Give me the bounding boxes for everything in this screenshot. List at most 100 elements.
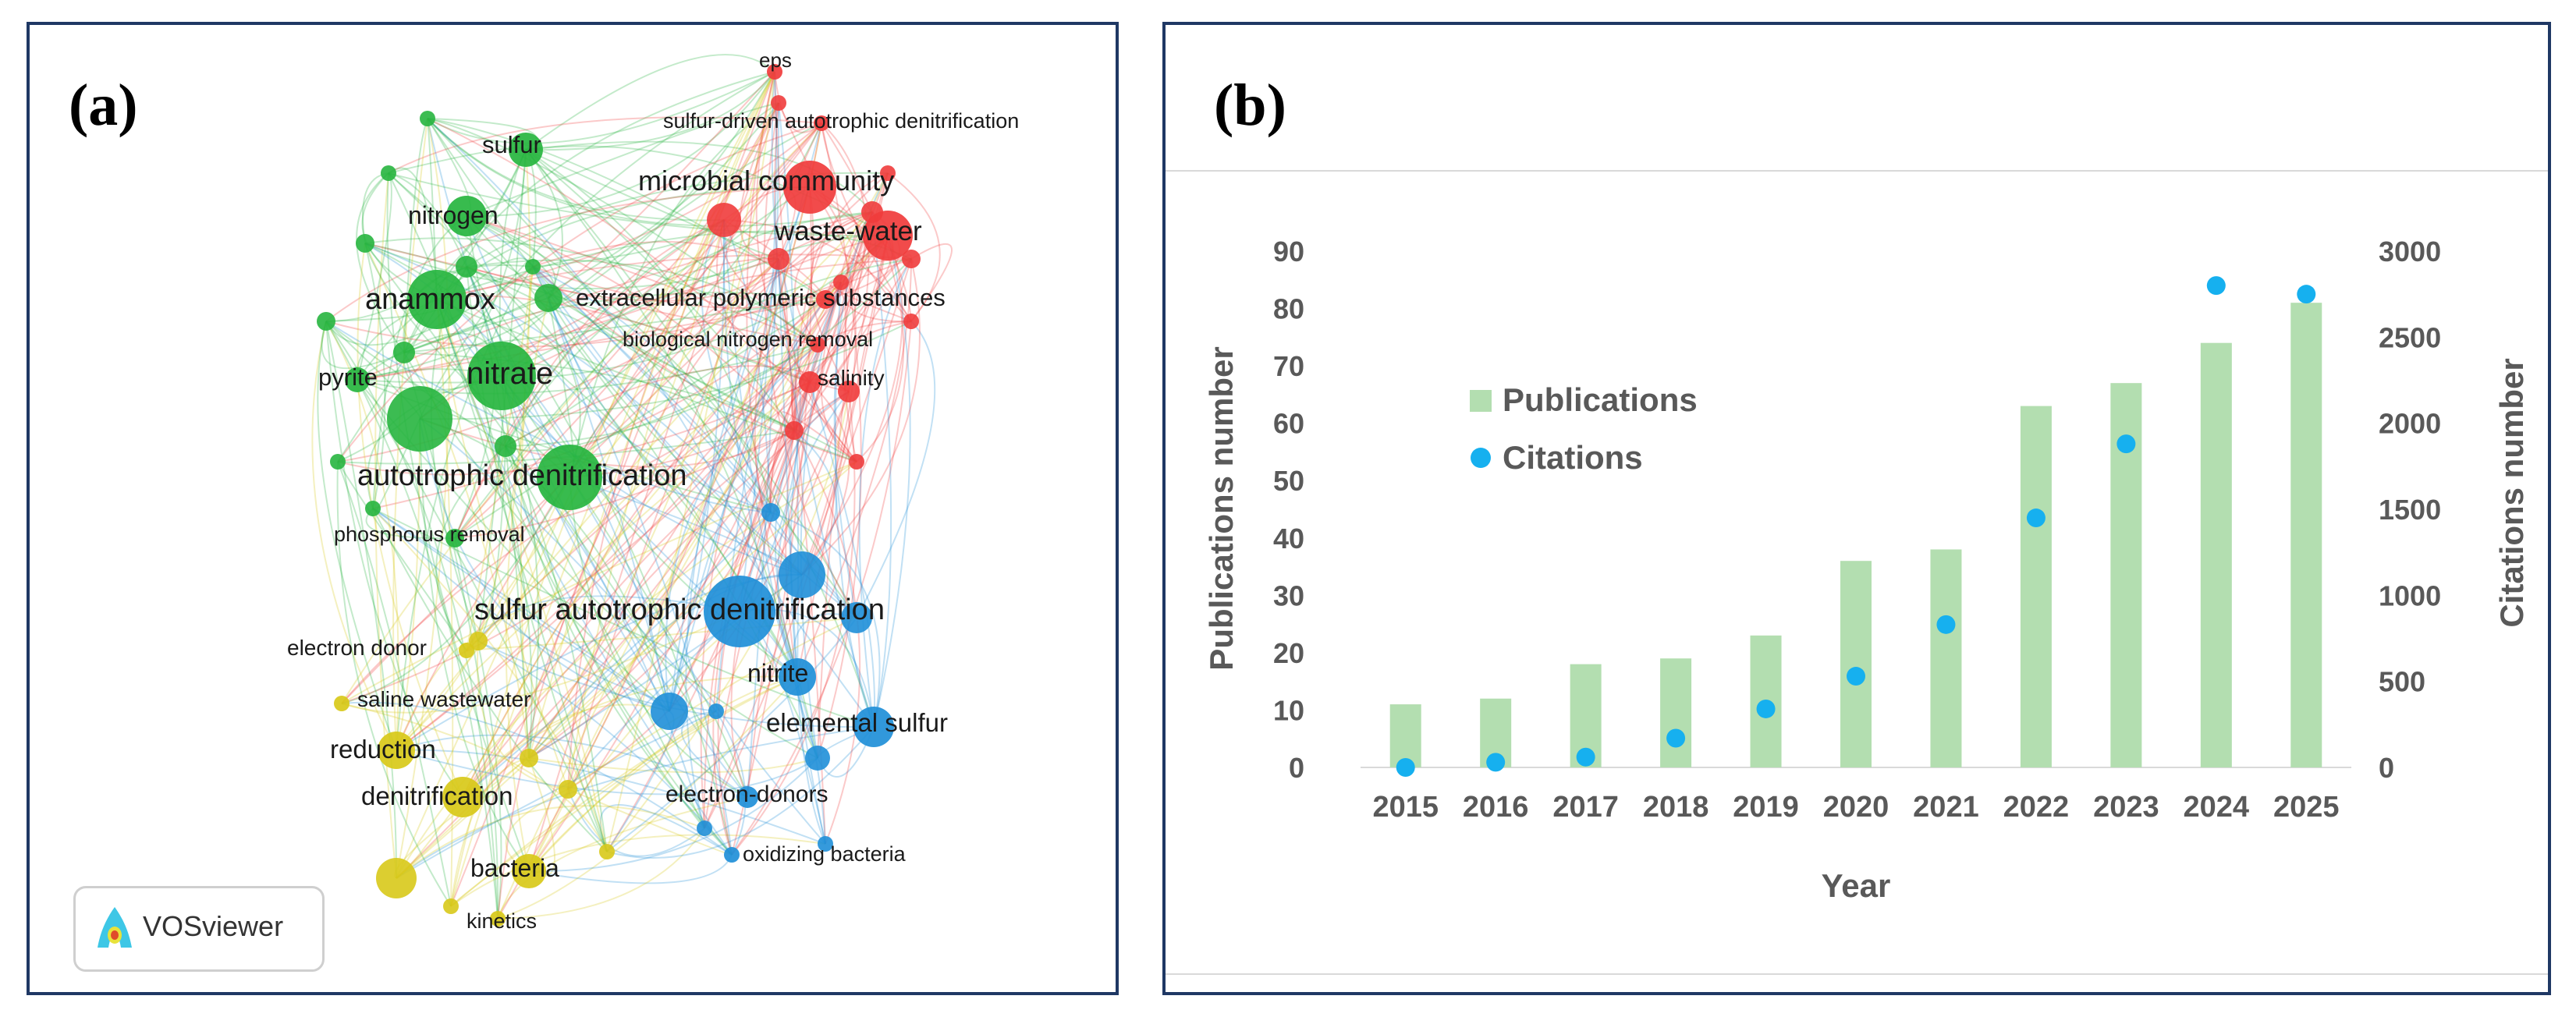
network-edge bbox=[746, 71, 798, 678]
network-edge bbox=[780, 411, 857, 462]
network-edge bbox=[454, 219, 725, 539]
network-edge bbox=[669, 299, 826, 712]
network-edge bbox=[357, 379, 608, 852]
network-edge bbox=[797, 235, 889, 678]
network-edge bbox=[532, 266, 842, 309]
network-edge bbox=[525, 149, 779, 260]
x-tick-label: 2025 bbox=[2273, 791, 2340, 824]
x-axis-title: Year bbox=[1822, 867, 1891, 904]
network-node-kinetics bbox=[490, 911, 506, 927]
network-node-unlabeled bbox=[805, 746, 830, 771]
network-edge bbox=[528, 71, 775, 759]
network-edge bbox=[337, 149, 527, 462]
network-edge bbox=[450, 676, 798, 907]
network-edge bbox=[454, 219, 725, 539]
network-node-unlabeled bbox=[469, 632, 488, 650]
network-node-biological-nitrogen-removal bbox=[810, 337, 825, 353]
network-edge bbox=[321, 321, 405, 370]
network-edge bbox=[548, 297, 670, 712]
network-edge bbox=[569, 102, 779, 478]
network-edge bbox=[436, 299, 569, 790]
network-node-salinity bbox=[799, 371, 821, 393]
network-edge bbox=[821, 122, 912, 322]
network-edge bbox=[357, 186, 811, 381]
network-edge bbox=[567, 102, 779, 790]
network-node-reduction bbox=[378, 732, 415, 769]
network-edge bbox=[372, 508, 670, 712]
network-node-microbial-community bbox=[783, 161, 836, 214]
y-tick-label: 60 bbox=[1273, 408, 1304, 440]
network-edge bbox=[372, 508, 608, 852]
network-node-pyrite bbox=[345, 367, 370, 392]
point-citations-2019 bbox=[1756, 699, 1776, 718]
network-edge bbox=[466, 215, 772, 513]
network-edge bbox=[427, 118, 725, 221]
network-label-biological-nitrogen-removal: biological nitrogen removal bbox=[623, 328, 873, 351]
network-label-salinity: salinity bbox=[818, 366, 885, 390]
network-edge bbox=[704, 258, 912, 829]
network-edge bbox=[325, 321, 399, 751]
network-edge bbox=[336, 461, 452, 907]
network-edge bbox=[873, 235, 911, 728]
network-node-phosphorus-removal bbox=[445, 529, 464, 547]
network-edge bbox=[436, 299, 608, 852]
network-edge bbox=[403, 118, 428, 353]
network-edge bbox=[396, 211, 873, 751]
x-tick-label: 2021 bbox=[1913, 791, 1979, 824]
x-tick-label: 2015 bbox=[1372, 791, 1439, 824]
network-edge bbox=[372, 508, 670, 712]
network-edge bbox=[747, 172, 889, 798]
network-edge bbox=[396, 235, 889, 751]
network-edge bbox=[778, 102, 912, 322]
network-edge bbox=[419, 321, 912, 420]
network-edge bbox=[599, 804, 733, 856]
network-edge bbox=[532, 266, 733, 856]
network-edge bbox=[532, 241, 826, 300]
y-axis-title: Publications number bbox=[1203, 346, 1240, 670]
network-edge bbox=[532, 266, 857, 462]
legend-swatch-publications bbox=[1470, 390, 1492, 412]
network-node-unlabeled bbox=[841, 602, 872, 633]
network-edge bbox=[801, 258, 921, 576]
network-edge bbox=[730, 430, 795, 798]
network-edge bbox=[739, 258, 801, 612]
y2-tick-label: 1500 bbox=[2379, 494, 2441, 526]
network-node-unlabeled bbox=[761, 503, 780, 522]
network-edge bbox=[770, 512, 881, 728]
y-tick-label: 30 bbox=[1273, 579, 1304, 611]
network-edge bbox=[548, 71, 775, 299]
network-edge bbox=[567, 122, 822, 790]
network-edge bbox=[436, 299, 733, 856]
network-edge bbox=[364, 243, 779, 290]
network-label-electron-donor: electron donor bbox=[287, 636, 427, 660]
network-node-eps bbox=[767, 64, 782, 80]
network-edge bbox=[436, 122, 822, 300]
network-edge bbox=[325, 321, 463, 798]
network-node-unlabeled bbox=[838, 381, 860, 402]
network-edge bbox=[801, 186, 857, 576]
network-edge bbox=[793, 211, 873, 431]
network-node-electron-donor bbox=[459, 643, 474, 658]
network-edge bbox=[497, 676, 798, 920]
bar-publications-2015 bbox=[1389, 704, 1421, 767]
network-edge bbox=[887, 172, 941, 322]
network-edge bbox=[364, 243, 748, 798]
network-label-nitrate: nitrate bbox=[467, 356, 553, 391]
network-label-nitrogen: nitrogen bbox=[408, 201, 499, 229]
network-label-sulfur-autotrophic-denitrification: sulfur autotrophic denitrification bbox=[474, 594, 885, 626]
network-edge bbox=[462, 675, 798, 798]
network-node-unlabeled bbox=[771, 95, 786, 111]
network-edge bbox=[528, 676, 798, 872]
network-edge bbox=[681, 710, 748, 798]
network-edge bbox=[357, 211, 873, 381]
network-edge bbox=[809, 381, 876, 728]
vosviewer-logo-icon bbox=[98, 907, 132, 948]
network-edge bbox=[569, 258, 912, 478]
network-edge bbox=[505, 344, 818, 452]
y-tick-label: 80 bbox=[1273, 293, 1304, 325]
network-edge bbox=[466, 266, 608, 852]
network-edge bbox=[528, 102, 779, 872]
trend-chart: 0 10 20 30 40 50 60 70 80 90 0 500 1000 1500 2000 2500 3… bbox=[1203, 236, 2530, 904]
network-edge bbox=[462, 219, 725, 798]
network-edge bbox=[501, 375, 670, 712]
